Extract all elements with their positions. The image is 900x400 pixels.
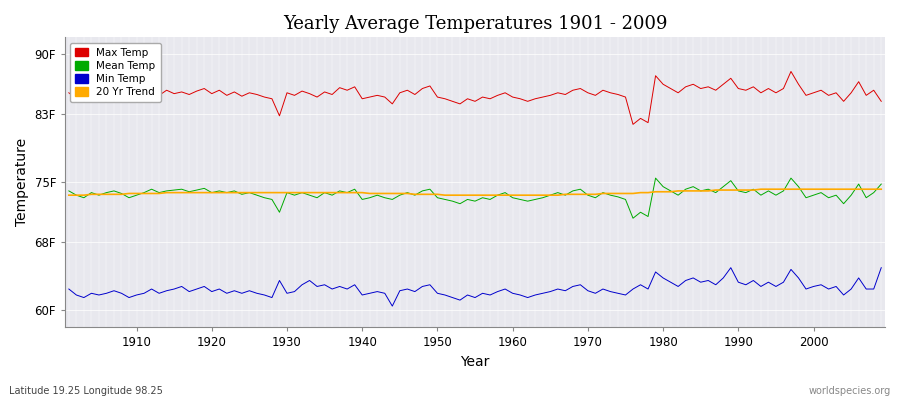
Legend: Max Temp, Mean Temp, Min Temp, 20 Yr Trend: Max Temp, Mean Temp, Min Temp, 20 Yr Tre… (70, 42, 161, 102)
X-axis label: Year: Year (461, 355, 490, 369)
Text: worldspecies.org: worldspecies.org (809, 386, 891, 396)
Y-axis label: Temperature: Temperature (15, 138, 29, 226)
Text: Latitude 19.25 Longitude 98.25: Latitude 19.25 Longitude 98.25 (9, 386, 163, 396)
Title: Yearly Average Temperatures 1901 - 2009: Yearly Average Temperatures 1901 - 2009 (283, 15, 667, 33)
